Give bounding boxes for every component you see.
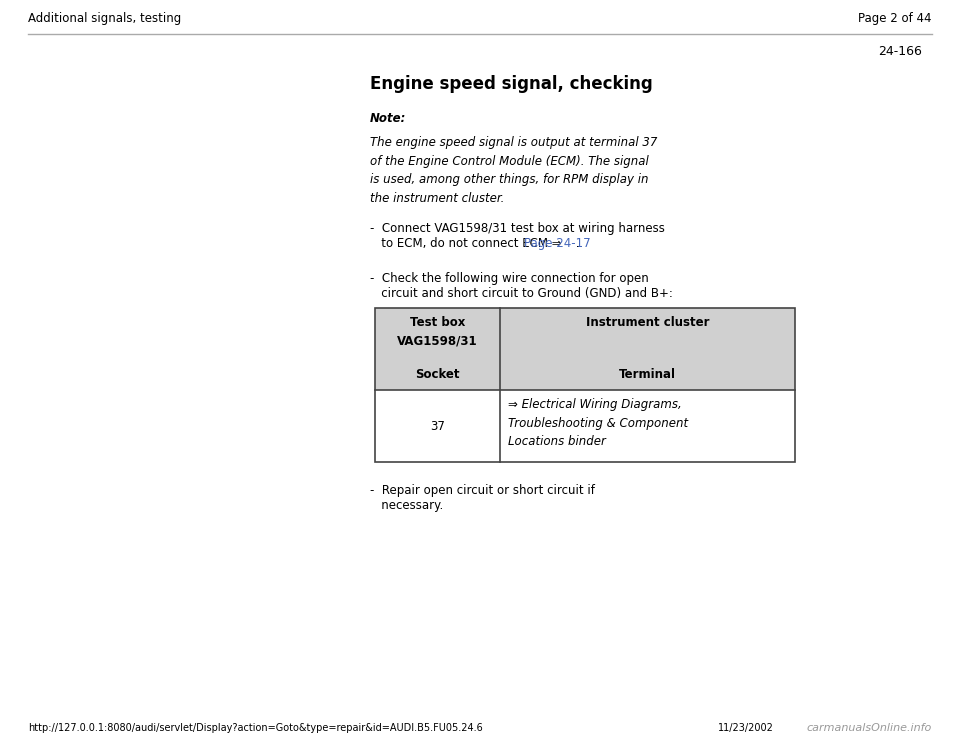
Bar xyxy=(375,308,795,462)
Text: Test box: Test box xyxy=(410,316,466,329)
Text: 24-166: 24-166 xyxy=(878,45,922,58)
Text: ⇒ Electrical Wiring Diagrams,
Troubleshooting & Component
Locations binder: ⇒ Electrical Wiring Diagrams, Troublesho… xyxy=(508,398,688,448)
Text: necessary.: necessary. xyxy=(370,499,444,512)
Text: Socket: Socket xyxy=(416,368,460,381)
Text: 37: 37 xyxy=(430,419,444,433)
Text: to ECM, do not connect ECM ⇒: to ECM, do not connect ECM ⇒ xyxy=(370,237,565,250)
Text: 11/23/2002: 11/23/2002 xyxy=(718,723,774,733)
Text: Additional signals, testing: Additional signals, testing xyxy=(28,12,181,25)
Bar xyxy=(375,308,500,390)
Text: Instrument cluster: Instrument cluster xyxy=(586,316,709,329)
Text: -  Repair open circuit or short circuit if: - Repair open circuit or short circuit i… xyxy=(370,484,595,497)
Text: Note:: Note: xyxy=(370,112,406,125)
Text: Terminal: Terminal xyxy=(619,368,676,381)
Text: .: . xyxy=(572,237,580,250)
Text: VAG1598/31: VAG1598/31 xyxy=(397,334,478,347)
Text: Page 24-17: Page 24-17 xyxy=(524,237,590,250)
Bar xyxy=(500,308,795,390)
Text: The engine speed signal is output at terminal 37
of the Engine Control Module (E: The engine speed signal is output at ter… xyxy=(370,136,658,205)
Text: http://127.0.0.1:8080/audi/servlet/Display?action=Goto&type=repair&id=AUDI.B5.FU: http://127.0.0.1:8080/audi/servlet/Displ… xyxy=(28,723,483,733)
Bar xyxy=(500,390,795,462)
Text: -  Check the following wire connection for open: - Check the following wire connection fo… xyxy=(370,272,649,285)
Text: carmanualsOnline.info: carmanualsOnline.info xyxy=(806,723,932,733)
Text: Engine speed signal, checking: Engine speed signal, checking xyxy=(370,75,653,93)
Bar xyxy=(375,390,500,462)
Text: Page 2 of 44: Page 2 of 44 xyxy=(858,12,932,25)
Text: circuit and short circuit to Ground (GND) and B+:: circuit and short circuit to Ground (GND… xyxy=(370,287,673,300)
Text: -  Connect VAG1598/31 test box at wiring harness: - Connect VAG1598/31 test box at wiring … xyxy=(370,222,665,235)
